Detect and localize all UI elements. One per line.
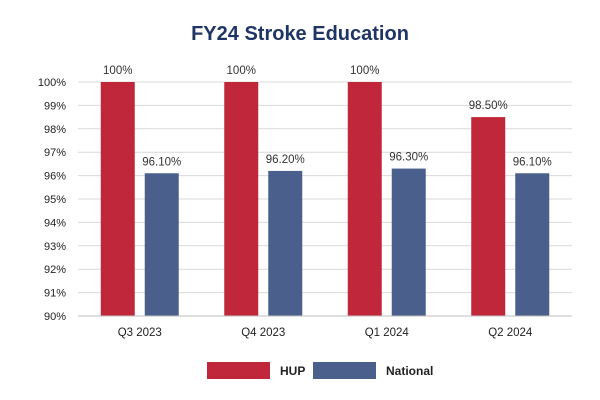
data-label: 96.10% [513,156,552,168]
y-tick-label: 96% [44,171,66,183]
bar-national-3 [515,173,550,316]
bar-national-1 [268,170,303,316]
y-tick-label: 91% [44,288,66,300]
legend-label-hup: HUP [280,364,305,378]
bar-hup-0 [100,82,135,316]
data-label: 100% [227,65,256,77]
chart-title: FY24 Stroke Education [191,23,409,45]
bar-hup-1 [224,82,259,316]
y-tick-label: 95% [44,194,66,206]
y-tick-label: 97% [44,147,66,159]
bar-hup-3 [471,117,506,316]
y-tick-label: 94% [44,217,66,229]
legend: HUP National [207,362,433,379]
data-label: 96.10% [142,156,181,168]
y-tick-label: 100% [38,77,66,89]
data-label: 100% [103,65,132,77]
y-tick-label: 90% [44,311,66,323]
x-tick-label: Q4 2023 [241,327,285,339]
legend-label-national: National [386,364,433,378]
data-label: 98.50% [469,100,508,112]
x-tick-label: Q1 2024 [365,327,410,339]
legend-swatch-national [313,362,376,379]
x-axis: Q3 2023 Q4 2023 Q1 2024 Q2 2024 [78,315,572,339]
legend-swatch-hup [207,362,270,379]
bar-national-0 [144,173,179,316]
bar-hup-2 [347,82,382,316]
data-label: 100% [350,65,379,77]
data-label: 96.20% [266,154,305,166]
y-tick-label: 92% [44,264,66,276]
y-tick-label: 93% [44,241,66,253]
y-axis: 90% 91% 92% 93% 94% 95% 96% 97% 98% 99% 100% [38,77,66,323]
data-label: 96.30% [389,152,428,164]
x-tick-label: Q2 2024 [488,327,533,339]
y-tick-label: 98% [44,124,66,136]
x-tick-label: Q3 2023 [118,327,162,339]
bar-national-2 [391,168,426,316]
bars: 100% 96.10% 100% 96.20% 100% 96.30% 98.50% 96.1… [100,65,552,316]
y-tick-label: 99% [44,100,66,112]
